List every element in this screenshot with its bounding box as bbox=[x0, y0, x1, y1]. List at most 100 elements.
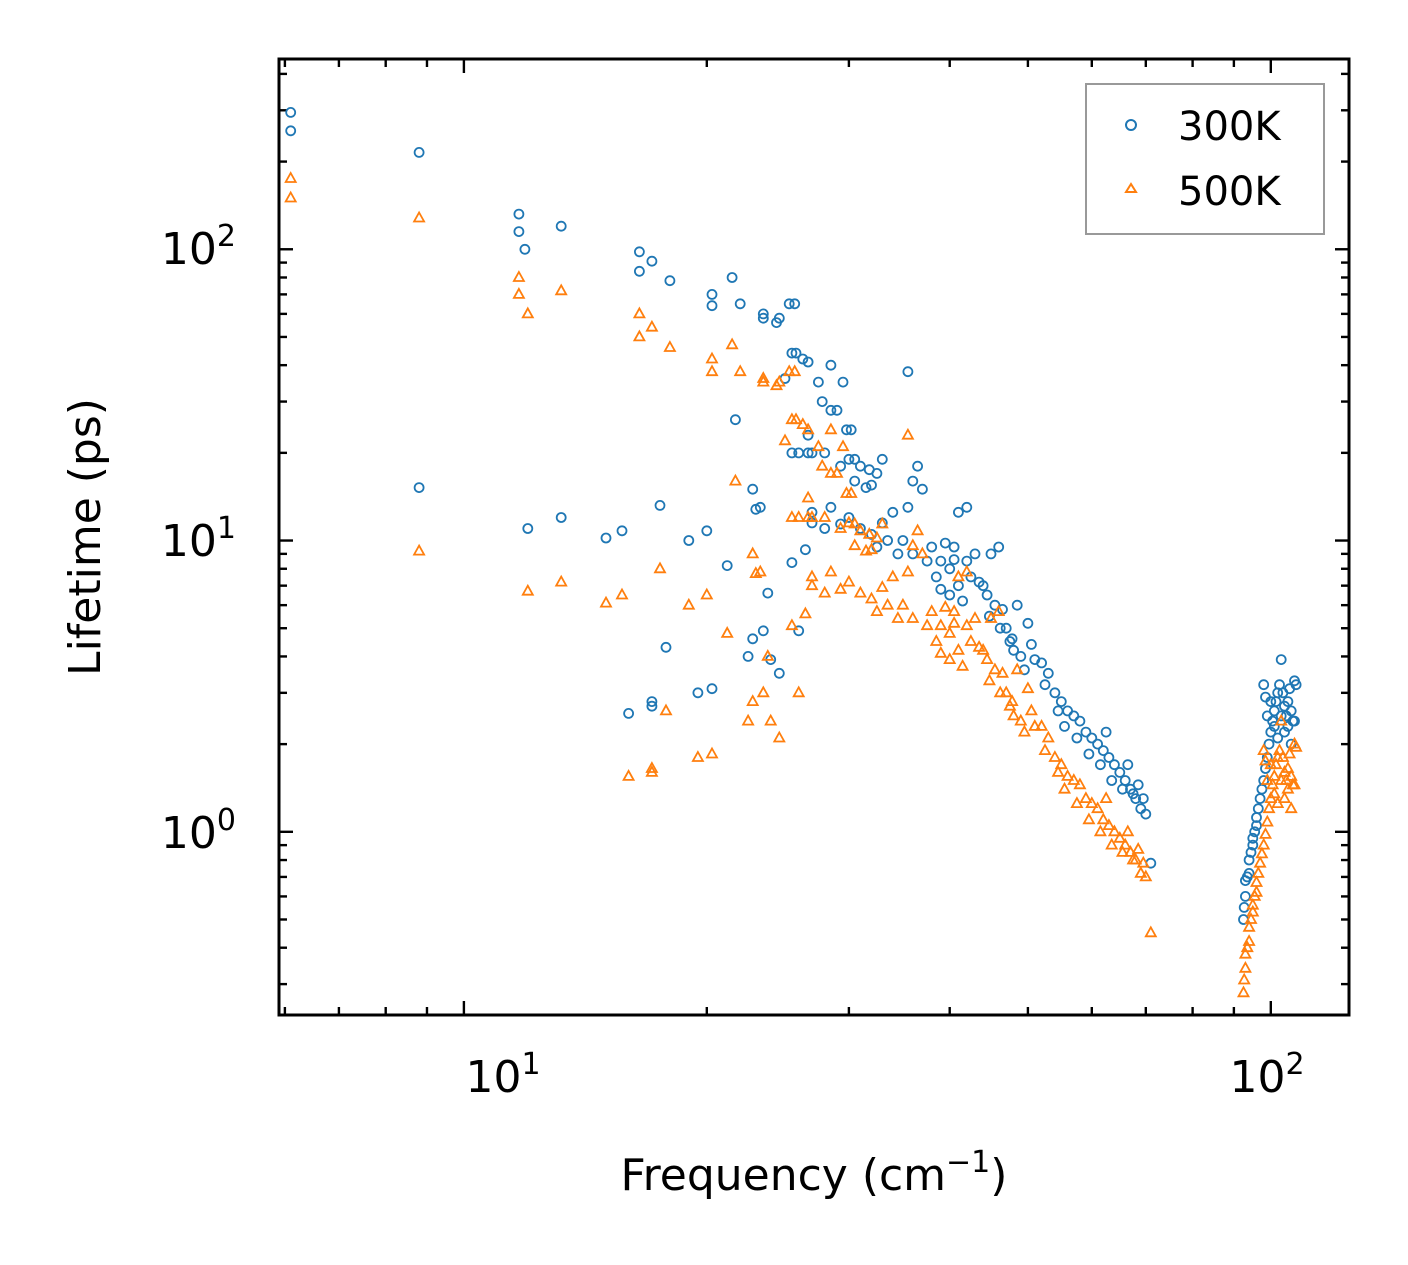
data-point-500k bbox=[1267, 769, 1281, 781]
data-point-300k bbox=[786, 447, 798, 459]
data-point-500k bbox=[853, 585, 867, 598]
data-point-300k bbox=[413, 146, 425, 158]
data-point-500k bbox=[756, 371, 770, 383]
data-point-300k bbox=[664, 275, 676, 287]
data-point-300k bbox=[519, 243, 531, 255]
data-point-300k bbox=[961, 501, 973, 513]
data-point-500k bbox=[824, 422, 838, 435]
data-point-500k bbox=[1028, 719, 1042, 731]
data-point-500k bbox=[801, 490, 815, 503]
data-point-500k bbox=[834, 521, 848, 533]
data-point-500k bbox=[830, 466, 844, 478]
data-point-500k bbox=[1249, 884, 1264, 897]
data-point-500k bbox=[1257, 837, 1271, 850]
data-point-300k bbox=[849, 475, 861, 487]
data-point-500k bbox=[901, 427, 915, 440]
data-point-500k bbox=[1255, 846, 1269, 859]
data-point-300k bbox=[555, 512, 567, 523]
data-point-500k bbox=[746, 694, 760, 706]
data-point-500k bbox=[1272, 743, 1287, 755]
data-point-300k bbox=[742, 651, 754, 662]
data-point-300k bbox=[1282, 721, 1294, 732]
legend-label-500k: 500K bbox=[1178, 169, 1282, 215]
data-point-500k bbox=[1079, 791, 1093, 803]
data-point-300k bbox=[789, 298, 801, 310]
data-point-300k bbox=[841, 424, 852, 436]
data-point-300k bbox=[825, 404, 837, 416]
data-point-300k bbox=[1282, 696, 1294, 707]
data-point-500k bbox=[815, 458, 829, 471]
data-point-500k bbox=[663, 340, 677, 352]
data-point-500k bbox=[934, 645, 948, 658]
data-point-300k bbox=[701, 525, 713, 537]
data-point-500k bbox=[1246, 904, 1260, 917]
data-point-500k bbox=[1085, 796, 1099, 808]
data-point-300k bbox=[1026, 639, 1037, 650]
data-point-500k bbox=[412, 543, 426, 556]
data-point-500k bbox=[772, 374, 786, 387]
data-point-500k bbox=[934, 618, 948, 631]
data-point-500k bbox=[968, 611, 982, 623]
data-point-500k bbox=[1091, 801, 1105, 814]
legend-box bbox=[1085, 83, 1325, 235]
data-point-500k bbox=[960, 564, 974, 577]
data-point-300k bbox=[1103, 752, 1115, 763]
data-point-300k bbox=[1261, 710, 1273, 722]
data-point-500k bbox=[1061, 769, 1075, 781]
data-point-300k bbox=[800, 544, 811, 556]
data-point-500k bbox=[881, 597, 895, 610]
data-point-500k bbox=[1249, 875, 1264, 887]
data-point-500k bbox=[818, 510, 832, 522]
data-point-300k bbox=[747, 483, 759, 495]
y-tick-label-1: 100 bbox=[161, 803, 236, 859]
data-point-500k bbox=[805, 510, 819, 522]
data-point-300k bbox=[600, 532, 612, 544]
data-point-500k bbox=[645, 319, 659, 332]
data-point-300k bbox=[1275, 654, 1287, 665]
data-point-500k bbox=[1264, 757, 1278, 770]
data-point-500k bbox=[512, 287, 526, 299]
data-point-300k bbox=[1004, 636, 1016, 647]
data-point-300k bbox=[1258, 679, 1270, 691]
data-point-300k bbox=[1247, 832, 1259, 844]
data-point-500k bbox=[700, 587, 714, 600]
data-point-500k bbox=[521, 583, 535, 596]
data-point-300k bbox=[1083, 748, 1095, 760]
data-point-500k bbox=[1038, 743, 1052, 755]
data-point-500k bbox=[691, 750, 705, 762]
data-point-500k bbox=[805, 578, 819, 591]
data-point-500k bbox=[988, 662, 1002, 675]
data-point-300k bbox=[866, 479, 877, 491]
data-point-500k bbox=[972, 639, 986, 652]
data-point-300k bbox=[806, 447, 818, 459]
data-point-500k bbox=[785, 510, 799, 522]
data-point-500k bbox=[915, 546, 929, 559]
data-point-500k bbox=[720, 626, 734, 638]
data-point-500k bbox=[824, 564, 838, 577]
data-point-300k bbox=[706, 288, 718, 300]
data-point-500k bbox=[798, 606, 812, 619]
data-point-300k bbox=[892, 548, 904, 560]
data-point-500k bbox=[749, 566, 763, 578]
legend-marker-300k bbox=[1125, 119, 1137, 131]
data-point-300k bbox=[973, 576, 985, 588]
data-point-500k bbox=[1144, 925, 1158, 938]
data-point-300k bbox=[831, 404, 843, 416]
data-point-500k bbox=[1289, 739, 1303, 752]
data-point-500k bbox=[1070, 796, 1084, 808]
data-point-500k bbox=[653, 561, 667, 574]
data-point-500k bbox=[980, 652, 994, 664]
data-point-500k bbox=[1021, 681, 1035, 694]
data-point-500k bbox=[1131, 842, 1145, 854]
data-point-500k bbox=[789, 412, 803, 425]
data-point-300k bbox=[1132, 779, 1144, 791]
data-point-500k bbox=[1096, 812, 1110, 825]
data-point-500k bbox=[1283, 746, 1297, 759]
data-point-500k bbox=[824, 466, 838, 478]
data-point-300k bbox=[926, 541, 938, 553]
data-point-300k bbox=[762, 587, 774, 599]
data-point-500k bbox=[1035, 719, 1049, 731]
data-point-500k bbox=[1242, 934, 1256, 946]
data-point-300k bbox=[730, 414, 741, 426]
data-point-500k bbox=[622, 769, 636, 781]
